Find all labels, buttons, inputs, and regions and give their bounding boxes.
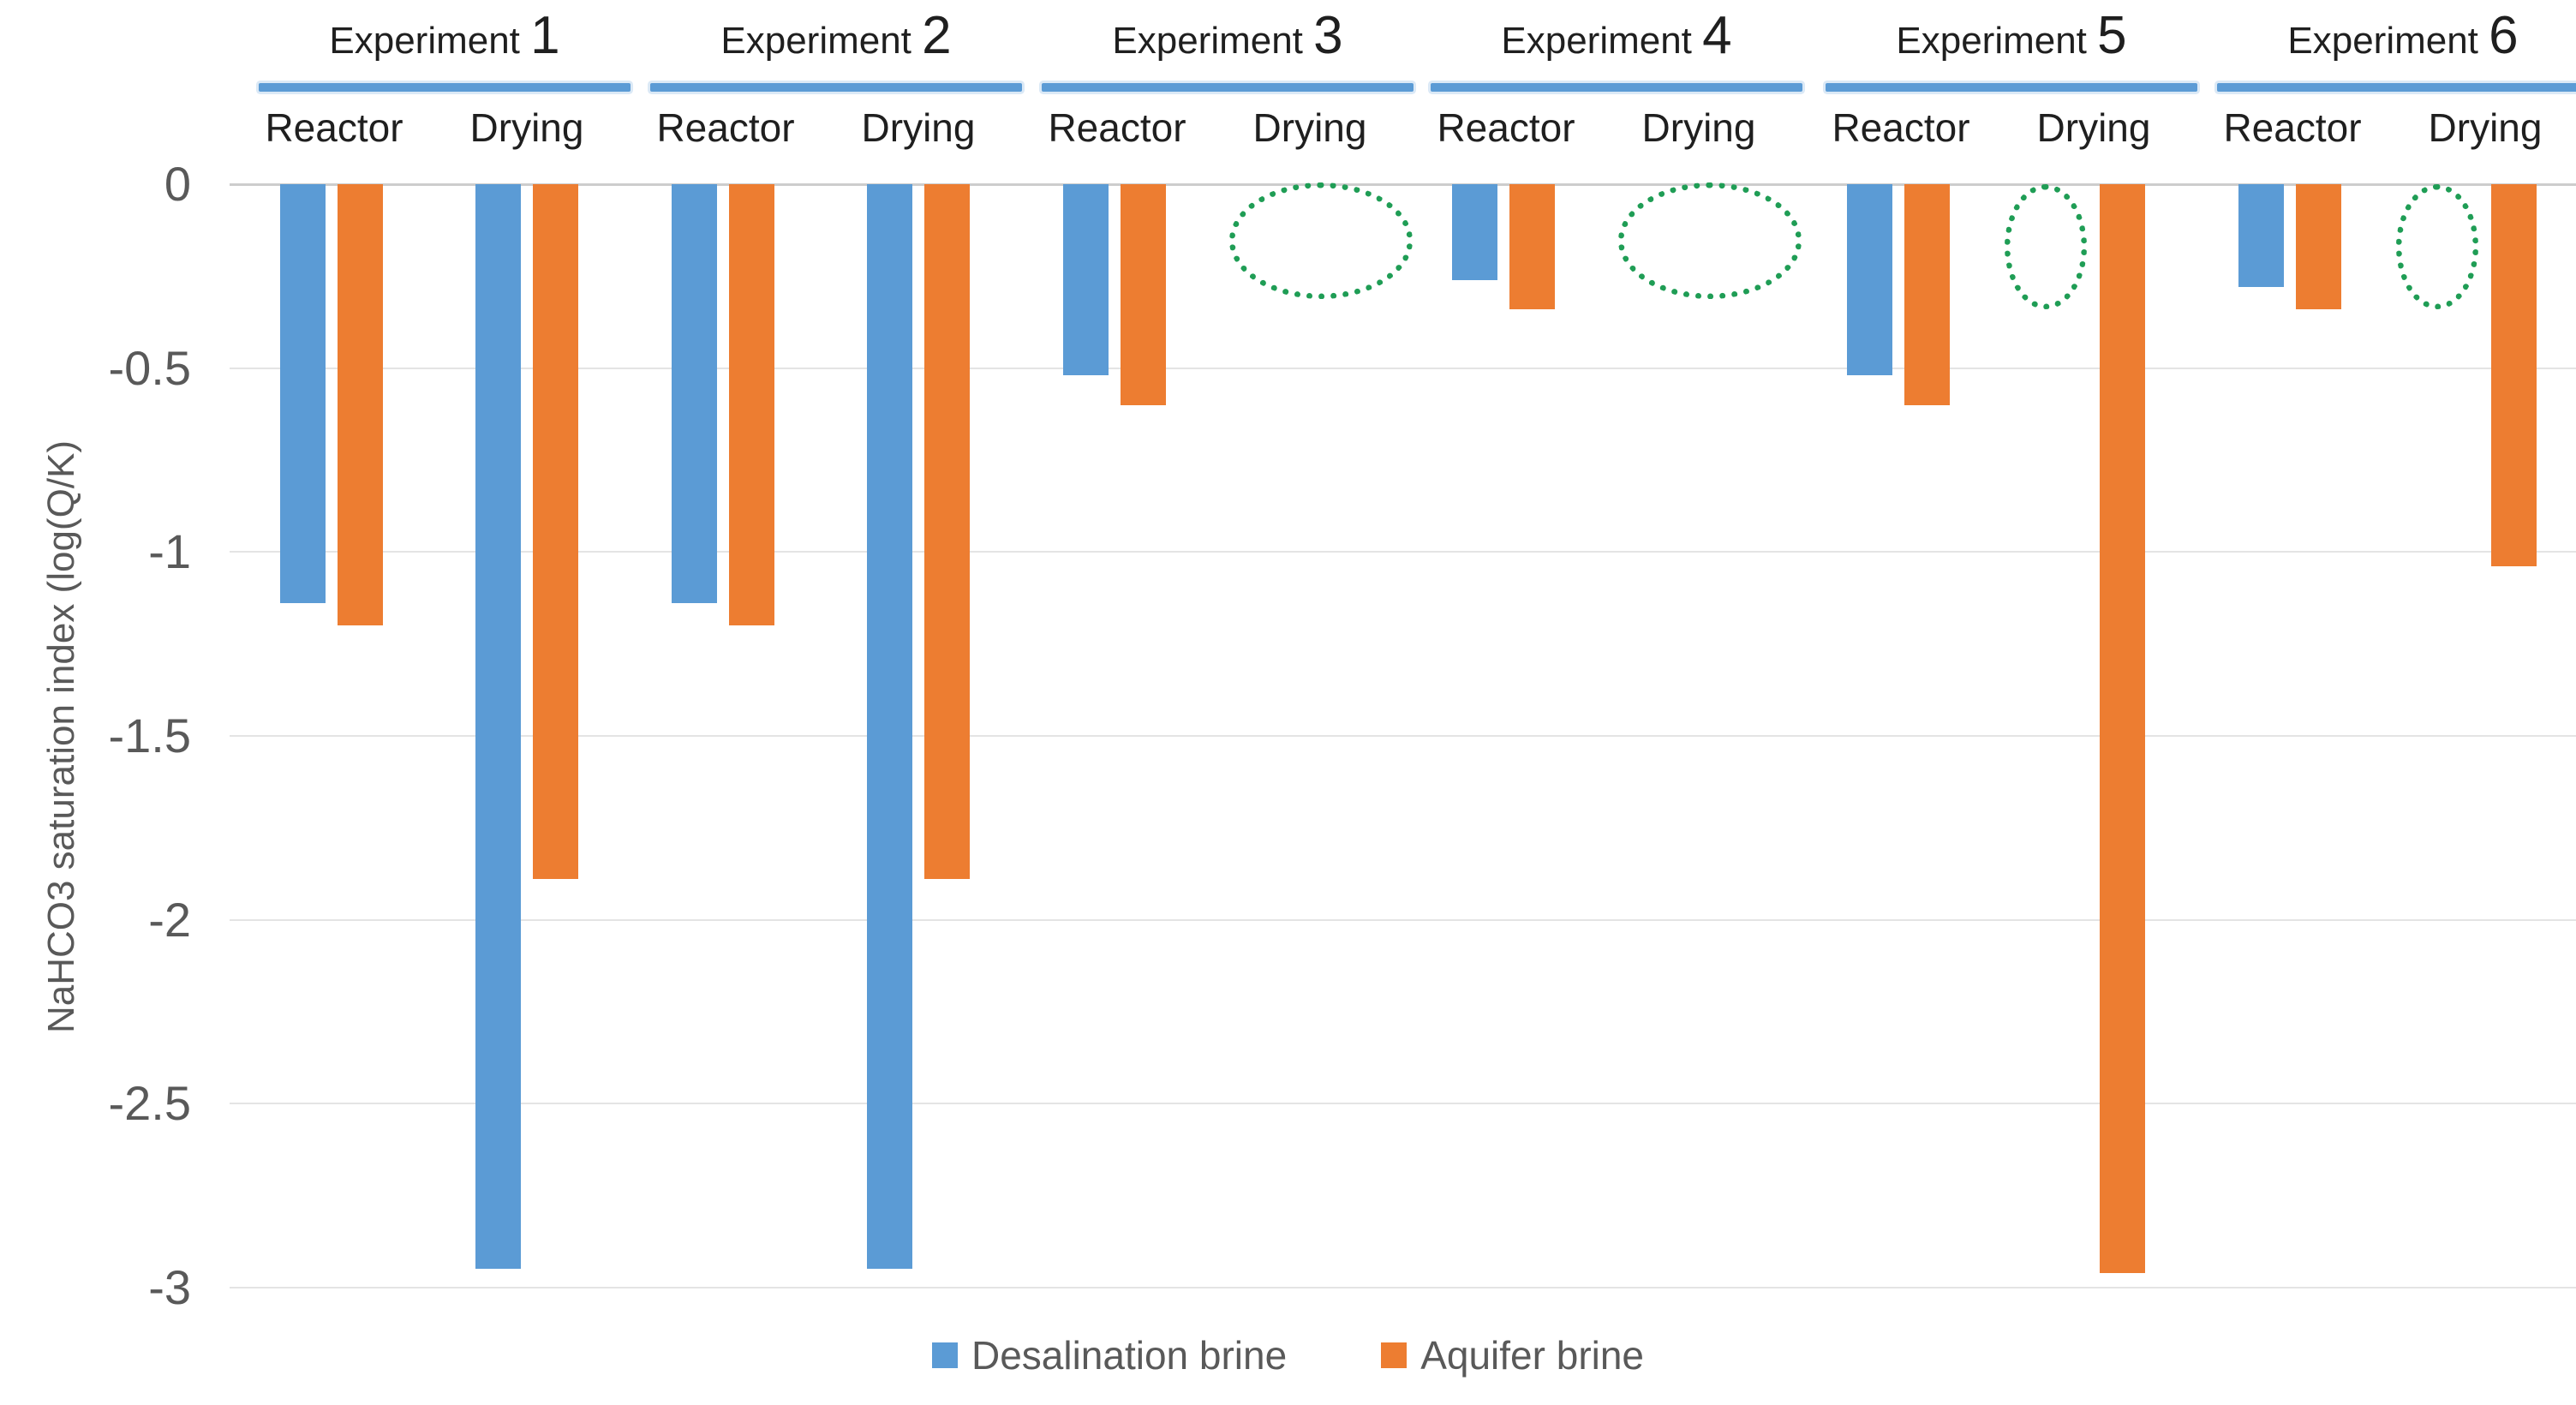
bar-desalination-brine (1063, 184, 1109, 376)
experiment-underline (259, 83, 631, 92)
missing-data-ellipse (2005, 184, 2087, 309)
experiment-header-number: 5 (2097, 6, 2127, 65)
legend: Desalination brine Aquifer brine (0, 1333, 2576, 1378)
y-tick-label: -0.5 (108, 340, 192, 395)
gridline (230, 734, 2576, 737)
legend-label: Desalination brine (971, 1333, 1288, 1378)
experiment-header-number: 3 (1313, 6, 1343, 65)
condition-label: Drying (1252, 105, 1367, 150)
condition-label: Drying (2428, 105, 2543, 150)
experiment-header-number: 2 (922, 6, 952, 65)
y-tick-label: -1.5 (108, 708, 192, 762)
experiment-header-number: 1 (530, 6, 560, 65)
experiment-header-word: Experiment (1112, 20, 1314, 62)
gridline (230, 1103, 2576, 1105)
experiment-header: Experiment 3 (1042, 3, 1414, 69)
y-tick-label: -2 (148, 892, 191, 947)
condition-label: Drying (861, 105, 976, 150)
experiment-header: Experiment 2 (650, 3, 1022, 69)
experiment-underline (1826, 83, 2197, 92)
y-tick-label: -2.5 (108, 1076, 192, 1131)
bar-aquifer-brine (533, 184, 578, 880)
experiment-header-number: 6 (2489, 6, 2519, 65)
gridline (230, 367, 2576, 369)
bar-aquifer-brine (1904, 184, 1950, 405)
bar-aquifer-brine (729, 184, 774, 626)
experiment-header: Experiment 1 (259, 3, 631, 69)
condition-label: Drying (1641, 105, 1756, 150)
legend-swatch-aquifer-brine (1381, 1342, 1408, 1368)
condition-label: Drying (2036, 105, 2151, 150)
experiment-underline (2217, 83, 2576, 92)
experiment-header-number: 4 (1702, 6, 1732, 65)
bar-aquifer-brine (2296, 184, 2341, 309)
legend-swatch-desalination-brine (931, 1342, 958, 1368)
experiment-header-word: Experiment (720, 20, 923, 62)
condition-label: Reactor (656, 105, 795, 150)
missing-data-ellipse (1229, 182, 1413, 299)
condition-label: Reactor (1832, 105, 1970, 150)
y-tick-label: -1 (148, 524, 191, 579)
bar-desalination-brine (2238, 184, 2284, 288)
experiment-underline (650, 83, 1022, 92)
legend-item: Aquifer brine (1381, 1333, 1644, 1378)
bar-desalination-brine (1452, 184, 1497, 280)
legend-item: Desalination brine (931, 1333, 1288, 1378)
experiment-header: Experiment 6 (2217, 3, 2576, 69)
bar-aquifer-brine (924, 184, 970, 880)
bar-desalination-brine (867, 184, 912, 1270)
gridline (230, 551, 2576, 553)
experiment-underline (1431, 83, 1802, 92)
missing-data-ellipse (1618, 182, 1802, 299)
experiment-header-word: Experiment (1501, 20, 1703, 62)
condition-label: Drying (469, 105, 584, 150)
experiment-header: Experiment 5 (1826, 3, 2197, 69)
condition-label: Reactor (2223, 105, 2362, 150)
y-tick-label: 0 (164, 157, 191, 211)
condition-label: Reactor (1048, 105, 1186, 150)
experiment-header-word: Experiment (329, 20, 531, 62)
experiment-header-word: Experiment (1896, 20, 2098, 62)
bar-aquifer-brine (338, 184, 383, 626)
missing-data-ellipse (2396, 184, 2478, 309)
y-tick-label: -3 (148, 1259, 191, 1314)
gridline (230, 1286, 2576, 1288)
bar-aquifer-brine (2100, 184, 2145, 1273)
condition-label: Reactor (265, 105, 403, 150)
zero-gridline (230, 183, 2576, 186)
legend-label: Aquifer brine (1420, 1333, 1645, 1378)
experiment-underline (1042, 83, 1414, 92)
bar-aquifer-brine (1121, 184, 1166, 405)
experiment-header-word: Experiment (2287, 20, 2489, 62)
bar-desalination-brine (1847, 184, 1892, 376)
bar-desalination-brine (475, 184, 521, 1270)
experiment-header: Experiment 4 (1431, 3, 1802, 69)
bar-aquifer-brine (2491, 184, 2537, 567)
bar-desalination-brine (280, 184, 326, 604)
bar-aquifer-brine (1509, 184, 1555, 309)
condition-label: Reactor (1437, 105, 1575, 150)
gridline (230, 918, 2576, 921)
bar-desalination-brine (672, 184, 717, 604)
